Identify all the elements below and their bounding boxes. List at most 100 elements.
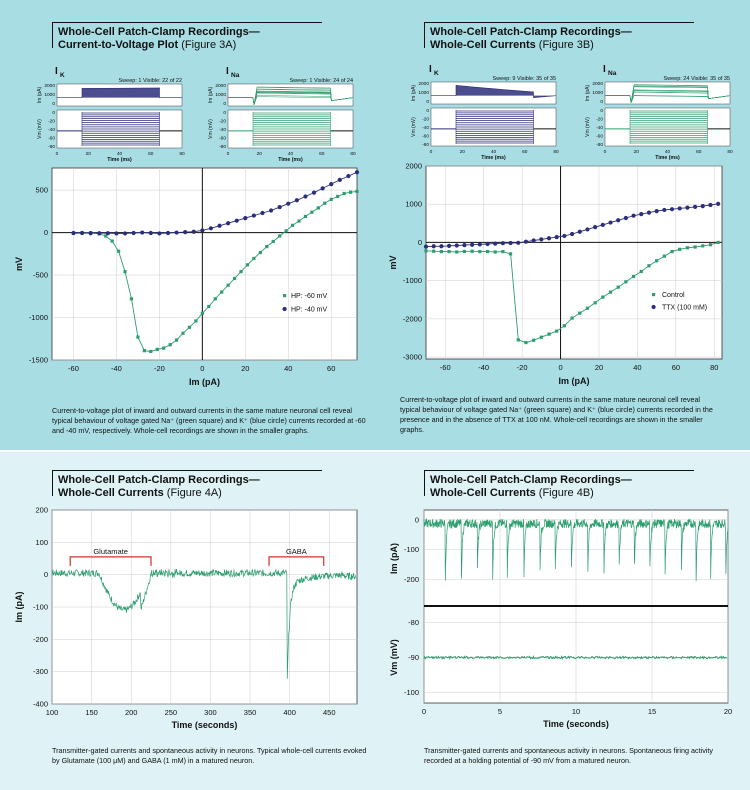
data-point-square <box>447 250 451 254</box>
inset-time-label: Time (ms) <box>481 155 506 161</box>
x-tick-label: 20 <box>595 363 603 372</box>
data-point-circle <box>454 243 459 248</box>
data-point-circle <box>493 241 498 246</box>
k-current-trace <box>57 87 182 98</box>
caption-figure-3a: Current-to-voltage plot of inward and ou… <box>52 406 366 435</box>
data-point-circle <box>226 221 231 226</box>
application-label: Glutamate <box>93 547 128 556</box>
data-point-square <box>329 197 333 202</box>
data-point-circle <box>268 208 274 213</box>
x-tick-label: 60 <box>327 364 335 373</box>
inset-vm-tick: -80 <box>422 142 429 148</box>
data-point-circle <box>546 236 552 241</box>
data-point-square <box>162 346 166 350</box>
x-tick-label: 300 <box>204 708 217 717</box>
figure-ref: (Figure 4B) <box>538 487 594 499</box>
data-point-square <box>578 311 582 315</box>
inset-vm-label: Vm (mV) <box>208 119 214 139</box>
channel-label: I <box>603 64 606 75</box>
data-point-square <box>555 329 559 333</box>
y-axis-label: Im (pA) <box>14 592 24 623</box>
title-line1: Whole-Cell Patch-Clamp Recordings— <box>430 26 632 38</box>
data-point-circle <box>191 229 196 234</box>
inset-vm-panel <box>227 109 354 149</box>
x-tick-label: 100 <box>46 708 59 717</box>
inset-vm-label: Vm (mV) <box>37 119 43 139</box>
y-tick-label: 2000 <box>405 162 422 171</box>
channel-label: I <box>429 64 432 75</box>
data-point-circle <box>539 237 544 242</box>
data-point-square <box>104 234 108 238</box>
data-point-circle <box>554 234 559 240</box>
inset-im-label: Im (pA) <box>208 86 214 103</box>
inset-time-tick: 0 <box>604 149 607 155</box>
inset-time-tick: 60 <box>148 151 154 157</box>
data-point-circle <box>470 242 475 247</box>
data-point-square <box>485 250 490 254</box>
y-tick-label: 0 <box>44 228 48 237</box>
y-tick-label: -200 <box>404 575 419 584</box>
data-point-circle <box>692 204 698 209</box>
data-point-circle <box>148 230 153 236</box>
x-axis-label: Time (seconds) <box>172 720 238 730</box>
data-point-square <box>693 245 697 249</box>
inset-time-tick: 20 <box>257 151 263 157</box>
inset-im-tick: 1000 <box>592 90 603 96</box>
data-point-circle <box>485 241 490 247</box>
data-point-circle <box>577 229 582 234</box>
data-point-square <box>432 249 436 253</box>
data-point-circle <box>523 239 529 244</box>
data-point-square <box>278 234 282 238</box>
data-point-square <box>631 274 636 279</box>
data-point-square <box>110 239 114 243</box>
inset-vm-tick: 0 <box>223 110 226 116</box>
inset-time-tick: 60 <box>696 149 702 155</box>
inset-im-tick: 2000 <box>418 81 429 87</box>
data-point-square <box>142 349 146 353</box>
inset-time-tick: 60 <box>522 149 528 155</box>
data-point-square <box>213 297 217 301</box>
data-point-square <box>310 210 314 214</box>
data-point-circle <box>114 231 119 236</box>
y-tick-label: -1000 <box>403 276 422 285</box>
data-point-circle <box>122 231 128 236</box>
data-point-square <box>601 295 605 299</box>
x-tick-label: 80 <box>710 363 718 372</box>
y-tick-label: -100 <box>404 688 419 697</box>
inset-time-tick: 0 <box>56 151 59 157</box>
y-tick-label: -1500 <box>29 356 48 365</box>
y-tick-label: -90 <box>408 653 419 662</box>
data-point-square <box>342 191 346 196</box>
x-tick-label: 10 <box>572 707 580 716</box>
inset-vm-tick: -40 <box>596 125 603 131</box>
y-tick-label: 0 <box>44 570 48 579</box>
spontaneous-current-trace <box>423 517 729 582</box>
data-point-square <box>220 290 224 294</box>
legend-marker-circle <box>651 304 656 310</box>
y-tick-label: 0 <box>415 515 419 524</box>
data-point-circle <box>251 213 257 218</box>
data-point-square <box>562 324 566 328</box>
data-point-square <box>470 249 474 253</box>
y-tick-label: 200 <box>35 506 48 515</box>
inset-vm-tick: 0 <box>426 108 429 114</box>
data-point-square <box>323 201 327 205</box>
inset-im-tick: 1000 <box>418 90 429 96</box>
caption-figure-3b: Current-to-voltage plot of inward and ou… <box>400 395 713 434</box>
inset-time-tick: 80 <box>350 151 356 157</box>
x-tick-label: 20 <box>724 707 732 716</box>
y-tick-label: -100 <box>404 545 419 554</box>
data-point-circle <box>79 230 85 236</box>
inset-im-tick: 0 <box>52 101 55 107</box>
data-point-square <box>265 244 269 249</box>
x-tick-label: 60 <box>672 363 680 372</box>
data-point-circle <box>654 208 659 214</box>
data-point-square <box>570 316 574 320</box>
inset-time-label: Time (ms) <box>107 157 132 163</box>
data-point-square <box>701 244 705 248</box>
data-point-circle <box>439 244 444 249</box>
x-tick-label: 20 <box>241 364 249 373</box>
title-line2: Whole-Cell Currents <box>58 487 164 499</box>
title-line2: Current-to-Voltage Plot <box>58 39 179 51</box>
na-current-trace <box>228 95 354 106</box>
